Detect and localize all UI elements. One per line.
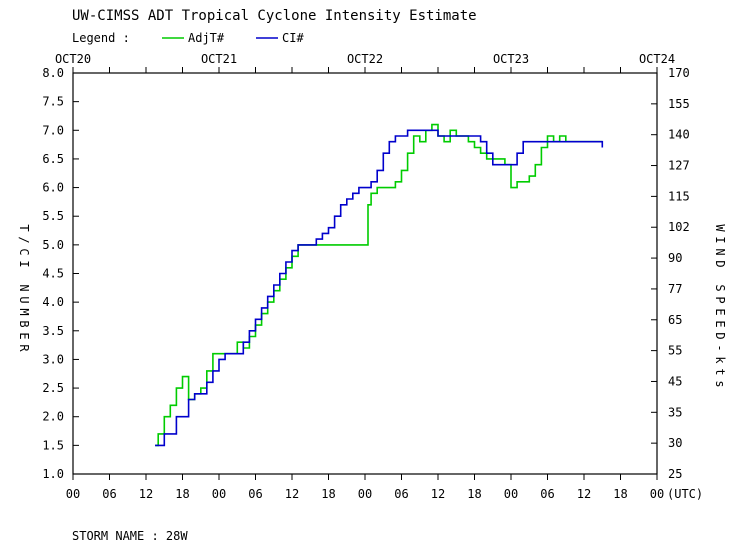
x-axis-ticks: 00 06 12 18 00 06 12 18 00 06 12 18 00 06 12 18 00 (UTC) bbox=[66, 67, 703, 501]
date-label: OCT20 bbox=[55, 52, 91, 66]
x-tick-label: 12 bbox=[577, 487, 591, 501]
right-axis-label-char: D bbox=[713, 332, 727, 339]
right-axis-label-char: - bbox=[713, 344, 727, 351]
left-axis-label-char: M bbox=[17, 308, 31, 315]
left-y-axis: 1.0 1.5 2.0 2.5 3.0 3.5 4.0 4.5 5.0 5.5 6.0 6.5 7.0 7… bbox=[42, 66, 79, 481]
y-tick-label-left: 7.5 bbox=[42, 95, 64, 109]
y-tick-label-left: 8.0 bbox=[42, 66, 64, 80]
left-axis-label-char: U bbox=[17, 296, 31, 303]
x-tick-label: 06 bbox=[102, 487, 116, 501]
right-y-axis: 25 30 35 45 55 65 77 90 102 115 127 140 155 170 bbox=[651, 66, 690, 481]
left-axis-label-char: T bbox=[17, 224, 31, 231]
x-tick-label: 12 bbox=[431, 487, 445, 501]
y-tick-label-left: 1.5 bbox=[42, 438, 64, 452]
y-tick-label-right: 55 bbox=[668, 344, 682, 358]
legend-adjt-label: AdjT# bbox=[188, 31, 225, 45]
x-tick-label: 12 bbox=[285, 487, 299, 501]
right-axis-label-char: s bbox=[713, 380, 727, 387]
y-tick-label-right: 90 bbox=[668, 251, 682, 265]
y-tick-label-left: 6.0 bbox=[42, 181, 64, 195]
y-tick-label-left: 3.0 bbox=[42, 352, 64, 366]
left-axis-label-char: E bbox=[17, 332, 31, 339]
x-tick-label: 00 bbox=[358, 487, 372, 501]
x-tick-label: 18 bbox=[175, 487, 189, 501]
plot-frame bbox=[72, 72, 658, 475]
x-tick-label: 06 bbox=[248, 487, 262, 501]
left-axis-label-char: / bbox=[17, 236, 31, 243]
y-tick-label-left: 7.0 bbox=[42, 123, 64, 137]
legend-label: Legend : bbox=[72, 31, 130, 45]
right-axis-label-char: N bbox=[713, 248, 727, 255]
left-axis-label-char: N bbox=[17, 284, 31, 291]
date-label: OCT23 bbox=[493, 52, 529, 66]
right-axis-label-char: W bbox=[713, 224, 727, 232]
series-line-ci bbox=[155, 129, 604, 447]
x-tick-label: 00 bbox=[66, 487, 80, 501]
legend-ci-label: CI# bbox=[282, 31, 304, 45]
left-axis-label-char: B bbox=[17, 320, 31, 327]
storm-name: STORM NAME : 28W bbox=[72, 529, 188, 543]
y-tick-label-right: 115 bbox=[668, 189, 690, 203]
right-axis-label-char: t bbox=[713, 368, 727, 375]
y-tick-label-right: 140 bbox=[668, 128, 690, 142]
left-axis-label-char: I bbox=[17, 260, 31, 267]
y-tick-label-left: 5.5 bbox=[42, 209, 64, 223]
date-label: OCT24 bbox=[639, 52, 675, 66]
x-axis-unit: (UTC) bbox=[667, 487, 703, 501]
y-tick-label-right: 65 bbox=[668, 313, 682, 327]
date-label: OCT22 bbox=[347, 52, 383, 66]
left-axis-label-char: C bbox=[17, 248, 31, 255]
y-tick-label-left: 4.0 bbox=[42, 295, 64, 309]
right-axis-label-char: E bbox=[713, 308, 727, 315]
date-label: OCT21 bbox=[201, 52, 237, 66]
series-lines bbox=[155, 123, 604, 447]
y-tick-label-left: 3.5 bbox=[42, 324, 64, 338]
y-tick-label-left: 2.5 bbox=[42, 381, 64, 395]
y-tick-label-right: 155 bbox=[668, 97, 690, 111]
x-tick-label: 06 bbox=[394, 487, 408, 501]
chart-title: UW-CIMSS ADT Tropical Cyclone Intensity … bbox=[72, 8, 477, 24]
x-tick-label: 00 bbox=[504, 487, 518, 501]
y-tick-label-right: 35 bbox=[668, 405, 682, 419]
right-axis-label-char: I bbox=[713, 236, 727, 243]
y-tick-label-right: 25 bbox=[668, 467, 682, 481]
right-axis-label-char: E bbox=[713, 320, 727, 327]
x-tick-label: 00 bbox=[212, 487, 226, 501]
x-tick-label: 18 bbox=[321, 487, 335, 501]
y-tick-label-left: 5.0 bbox=[42, 238, 64, 252]
y-tick-label-left: 1.0 bbox=[42, 467, 64, 481]
y-tick-label-right: 30 bbox=[668, 436, 682, 450]
y-tick-label-left: 6.5 bbox=[42, 152, 64, 166]
x-tick-label: 12 bbox=[139, 487, 153, 501]
y-tick-label-left: 4.5 bbox=[42, 267, 64, 281]
y-tick-label-right: 77 bbox=[668, 282, 682, 296]
x-tick-label: 18 bbox=[613, 487, 627, 501]
right-axis-label-char: S bbox=[713, 284, 727, 291]
y-tick-label-right: 102 bbox=[668, 220, 690, 234]
x-tick-label: 18 bbox=[467, 487, 481, 501]
right-axis-label-char: k bbox=[713, 356, 727, 364]
y-tick-label-right: 127 bbox=[668, 159, 690, 173]
right-axis-label-char: P bbox=[713, 296, 727, 303]
right-axis-label-char: D bbox=[713, 260, 727, 267]
left-axis-label-char: R bbox=[17, 344, 31, 352]
y-tick-label-right: 170 bbox=[668, 66, 690, 80]
series-line-adjt bbox=[155, 123, 603, 447]
date-labels: OCT20 OCT21 OCT22 OCT23 OCT24 bbox=[55, 52, 675, 66]
y-tick-label-right: 45 bbox=[668, 374, 682, 388]
x-tick-label: 00 bbox=[650, 487, 664, 501]
y-tick-label-left: 2.0 bbox=[42, 410, 64, 424]
x-tick-label: 06 bbox=[540, 487, 554, 501]
